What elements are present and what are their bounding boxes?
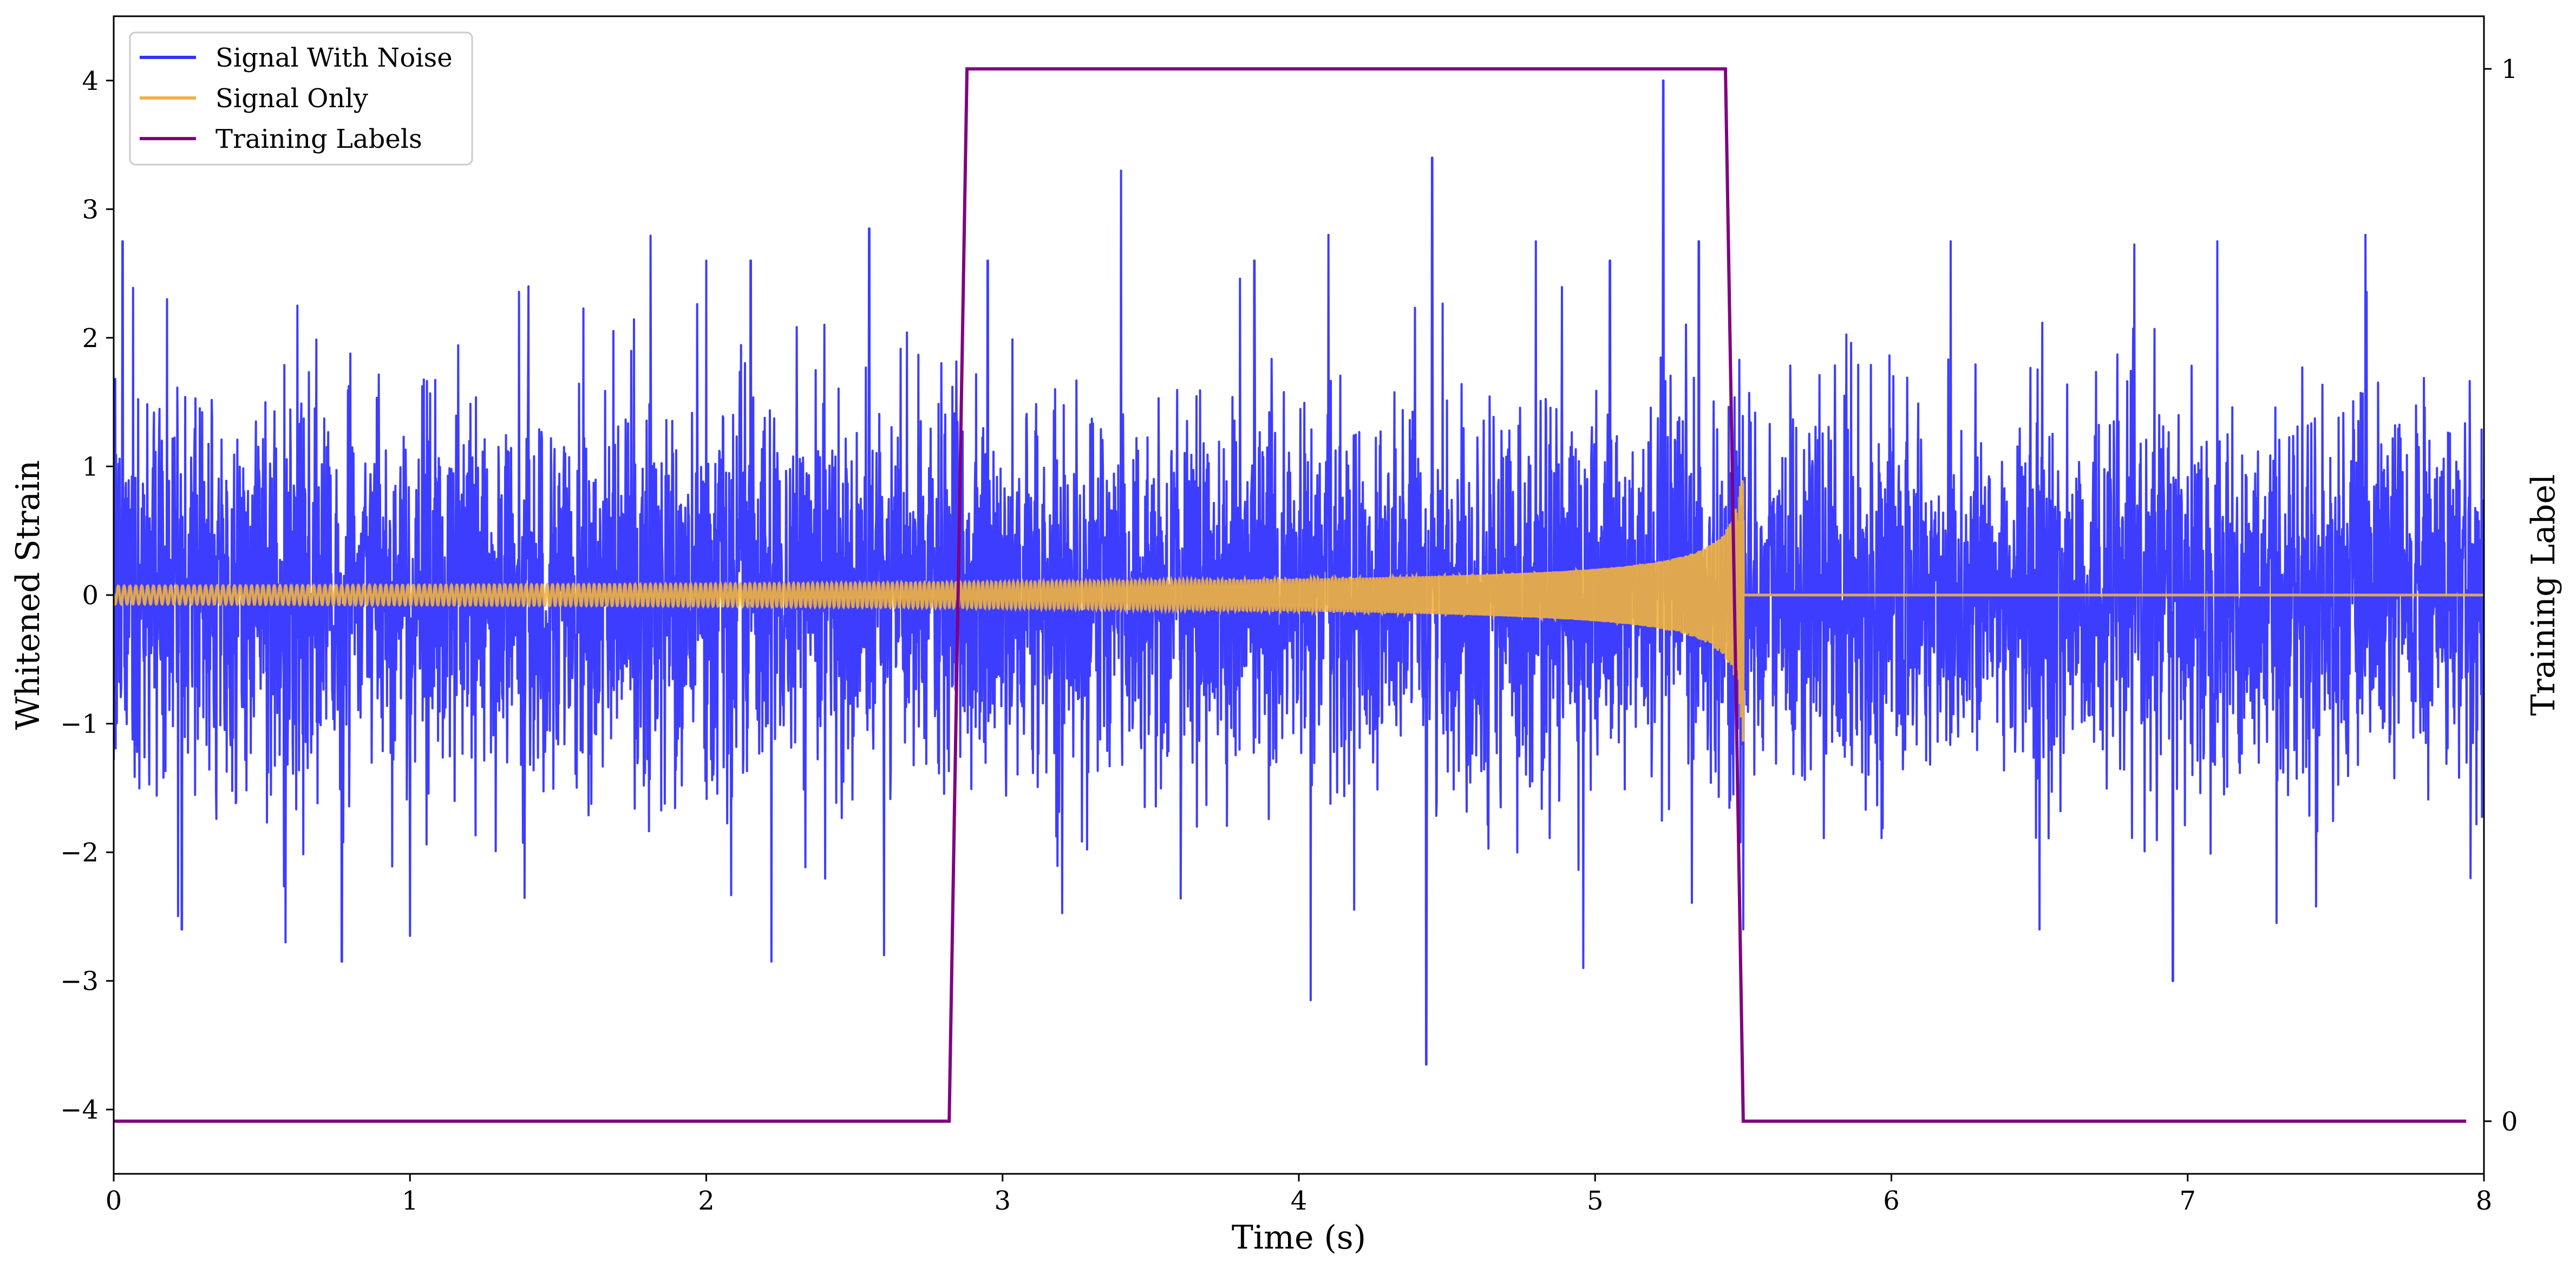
x-axis-label: Time (s): [1232, 1219, 1366, 1257]
y-tick-label: −2: [60, 838, 99, 868]
y-tick-label: −4: [60, 1095, 99, 1125]
y-axis-ticks: −4 −3 −2 −1 0 1 2 3 4: [60, 66, 114, 1125]
series-line-training-labels: [114, 67, 2467, 1123]
x-tick-label: 5: [1587, 1186, 1604, 1216]
legend-label: Signal With Noise: [215, 43, 453, 73]
x-tick-label: 2: [698, 1186, 715, 1216]
legend-label: Training Labels: [215, 124, 422, 154]
x-tick-label: 8: [2476, 1186, 2493, 1216]
y2-tick-label: 1: [2501, 54, 2518, 84]
y2-axis-ticks: 01: [2484, 54, 2518, 1137]
series-line-signal-with-noise: [114, 79, 2484, 1066]
y-tick-label: −1: [60, 709, 99, 740]
x-tick-label: 4: [1291, 1186, 1307, 1216]
y-tick-label: −3: [60, 966, 99, 997]
series-line-signal-only: [114, 480, 2484, 742]
x-axis-ticks: 0 1 2 3 4 5 6 7 8: [106, 1174, 2493, 1216]
x-tick-label: 3: [994, 1186, 1011, 1216]
legend-box: [129, 31, 473, 166]
x-tick-label: 6: [1883, 1186, 1900, 1216]
x-tick-label: 1: [402, 1186, 419, 1216]
y-tick-label: 2: [82, 323, 99, 354]
y2-tick-label: 0: [2501, 1107, 2518, 1137]
y-tick-label: 0: [82, 580, 99, 611]
y2-axis-label: Training Label: [2525, 474, 2562, 716]
y-axis-label: Whitened Strain: [9, 460, 47, 730]
y-tick-label: 3: [82, 194, 99, 225]
y-tick-label: 1: [82, 452, 99, 482]
legend-label: Signal Only: [215, 83, 368, 114]
x-tick-label: 7: [2179, 1186, 2196, 1216]
legend: Signal With Noise Signal Only Training Lab…: [129, 31, 473, 166]
series-layer: [114, 67, 2484, 1123]
x-tick-label: 0: [106, 1186, 122, 1216]
y-tick-label: 4: [82, 66, 99, 96]
